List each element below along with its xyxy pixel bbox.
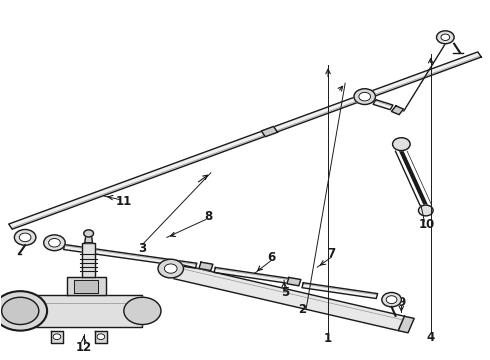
- Circle shape: [359, 92, 370, 101]
- Polygon shape: [373, 100, 393, 110]
- Text: 7: 7: [327, 247, 336, 260]
- Circle shape: [49, 238, 60, 247]
- Circle shape: [44, 235, 65, 251]
- Circle shape: [158, 259, 183, 278]
- Polygon shape: [173, 264, 404, 330]
- Circle shape: [392, 138, 410, 150]
- Circle shape: [53, 334, 61, 339]
- Circle shape: [0, 291, 47, 330]
- Polygon shape: [95, 330, 107, 343]
- Text: 12: 12: [75, 341, 92, 354]
- Circle shape: [164, 264, 177, 273]
- Polygon shape: [51, 330, 63, 343]
- Circle shape: [441, 34, 450, 41]
- Circle shape: [14, 229, 36, 245]
- Circle shape: [418, 205, 433, 216]
- Polygon shape: [74, 280, 98, 293]
- Polygon shape: [67, 277, 106, 295]
- Text: 1: 1: [324, 332, 332, 345]
- Polygon shape: [398, 316, 414, 333]
- Polygon shape: [261, 126, 277, 137]
- Polygon shape: [287, 278, 301, 286]
- Circle shape: [386, 296, 397, 303]
- Text: 10: 10: [418, 218, 435, 231]
- Circle shape: [1, 297, 39, 324]
- Text: 11: 11: [116, 195, 132, 208]
- Text: 9: 9: [397, 296, 406, 309]
- Polygon shape: [392, 106, 403, 114]
- Polygon shape: [9, 52, 481, 229]
- Polygon shape: [82, 243, 95, 277]
- Text: 5: 5: [281, 287, 289, 300]
- Circle shape: [437, 31, 454, 44]
- Text: 3: 3: [138, 242, 147, 255]
- Polygon shape: [199, 262, 213, 270]
- Polygon shape: [20, 295, 143, 327]
- Text: 4: 4: [427, 331, 435, 344]
- Text: 6: 6: [267, 251, 275, 264]
- Circle shape: [97, 334, 105, 339]
- Circle shape: [124, 297, 161, 324]
- Text: 2: 2: [298, 303, 306, 316]
- Polygon shape: [302, 283, 378, 298]
- Circle shape: [84, 230, 94, 237]
- Polygon shape: [85, 236, 93, 243]
- Circle shape: [382, 292, 401, 307]
- Polygon shape: [214, 267, 294, 284]
- Circle shape: [19, 233, 31, 242]
- Circle shape: [354, 89, 375, 104]
- Text: 8: 8: [204, 211, 213, 224]
- Polygon shape: [64, 244, 197, 268]
